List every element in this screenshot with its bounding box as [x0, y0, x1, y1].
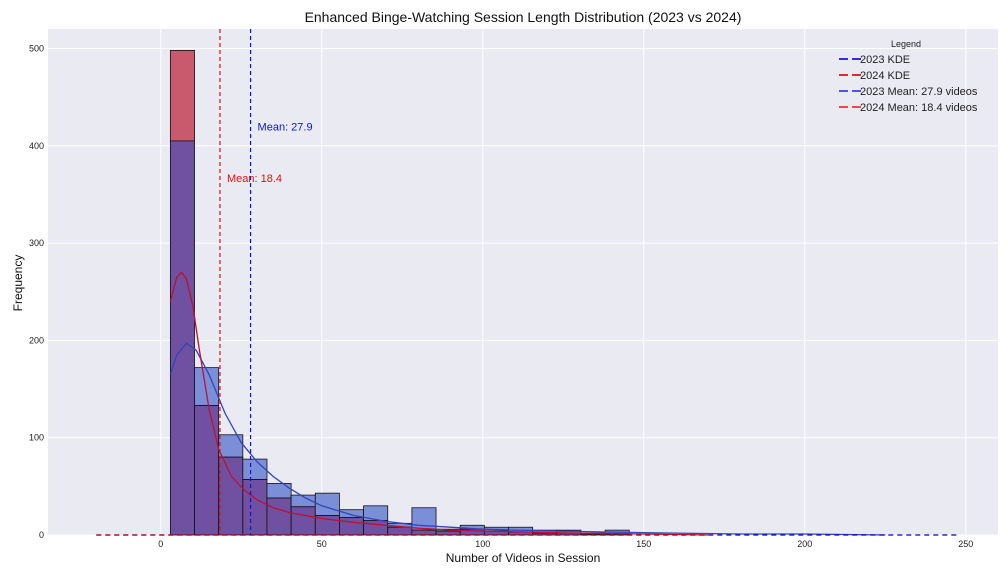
bar-overlap	[242, 479, 268, 536]
bar-overlap	[169, 140, 195, 536]
bar-overlap	[363, 520, 389, 536]
kde-curve	[169, 271, 709, 536]
bar-2023	[194, 367, 220, 406]
x-tick-label: 250	[958, 539, 973, 549]
mean-label: Mean: 18.4	[227, 173, 282, 185]
mean-label: Mean: 27.9	[258, 121, 313, 133]
bar-overlap	[532, 532, 558, 536]
x-tick-label: 150	[636, 539, 651, 549]
x-tick-label: 50	[317, 539, 327, 549]
tick-labels: 0 50 100 150 200 250 0 100 200 300 400 500	[29, 43, 973, 549]
y-tick-label: 300	[29, 238, 44, 248]
bar-overlap	[290, 506, 316, 536]
bar-overlap	[339, 517, 364, 536]
y-axis-title: Frequency	[11, 255, 25, 312]
legend-title: Legend	[891, 39, 921, 49]
y-tick-label: 400	[29, 141, 44, 151]
y-tick-label: 500	[29, 43, 44, 53]
x-axis-title: Number of Videos in Session	[446, 551, 601, 565]
bar-overlap	[411, 529, 437, 536]
kde-curves	[96, 271, 960, 536]
legend-label: 2024 KDE	[860, 70, 910, 82]
bar-overlap	[218, 456, 244, 536]
bar-2024	[169, 50, 195, 142]
bar-2023	[266, 483, 292, 499]
legend: Legend 2023 KDE 2024 KDE 2023 Mean: 27.9 v…	[839, 39, 978, 114]
bar-overlap	[387, 526, 413, 536]
bar-overlap	[266, 497, 292, 536]
bar-overlap	[194, 405, 220, 536]
kde-curve	[169, 342, 886, 536]
mean-lines: Mean: 27.9 Mean: 18.4	[219, 29, 313, 535]
y-tick-label: 0	[39, 530, 44, 540]
legend-label: 2024 Mean: 18.4 videos	[860, 102, 978, 114]
legend-label: 2023 KDE	[860, 54, 910, 66]
bar-2023	[242, 458, 268, 480]
x-tick-label: 100	[475, 539, 490, 549]
y-tick-label: 200	[29, 335, 44, 345]
legend-label: 2023 Mean: 27.9 videos	[860, 86, 978, 98]
x-tick-label: 0	[158, 539, 163, 549]
chart-title: Enhanced Binge-Watching Session Length D…	[305, 9, 742, 25]
y-tick-label: 100	[29, 433, 44, 443]
x-tick-label: 200	[797, 539, 812, 549]
